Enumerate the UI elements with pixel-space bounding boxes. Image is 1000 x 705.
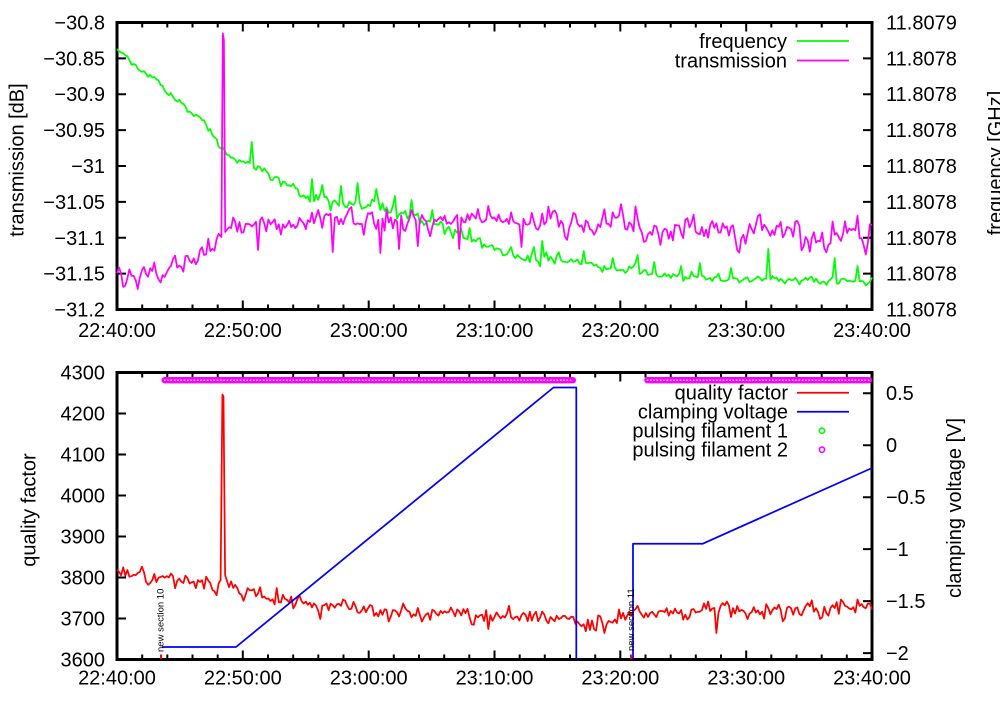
svg-text:3900: 3900 xyxy=(61,527,106,549)
svg-text:−31.05: −31.05 xyxy=(43,192,105,214)
svg-text:11.8078: 11.8078 xyxy=(886,48,957,70)
svg-text:−1.5: −1.5 xyxy=(886,591,925,613)
svg-text:23:00:00: 23:00:00 xyxy=(330,668,408,690)
svg-text:3600: 3600 xyxy=(61,650,106,672)
svg-text:11.8078: 11.8078 xyxy=(886,192,957,214)
svg-text:23:30:00: 23:30:00 xyxy=(707,668,785,690)
svg-text:−0.5: −0.5 xyxy=(886,487,925,509)
svg-text:23:00:00: 23:00:00 xyxy=(330,320,408,342)
svg-text:−31: −31 xyxy=(71,156,105,178)
svg-text:quality factor: quality factor xyxy=(675,383,789,405)
svg-text:−2: −2 xyxy=(886,643,909,665)
svg-text:pulsing filament 2: pulsing filament 2 xyxy=(632,440,788,462)
svg-text:23:20:00: 23:20:00 xyxy=(581,320,659,342)
svg-text:11.8079: 11.8079 xyxy=(886,13,957,35)
svg-text:22:50:00: 22:50:00 xyxy=(204,668,282,690)
svg-text:clamping voltage [V]: clamping voltage [V] xyxy=(944,418,966,598)
svg-text:22:40:00: 22:40:00 xyxy=(78,320,156,342)
svg-text:23:10:00: 23:10:00 xyxy=(456,320,534,342)
svg-text:0: 0 xyxy=(886,435,897,457)
svg-text:23:10:00: 23:10:00 xyxy=(456,668,534,690)
svg-text:pulsing filament 1: pulsing filament 1 xyxy=(632,421,788,443)
svg-text:4200: 4200 xyxy=(61,404,106,426)
svg-text:−31.15: −31.15 xyxy=(43,264,105,286)
svg-text:−30.8: −30.8 xyxy=(54,13,105,35)
svg-text:−31.2: −31.2 xyxy=(54,300,105,322)
svg-text:transmission [dB]: transmission [dB] xyxy=(6,83,28,236)
svg-text:3800: 3800 xyxy=(61,568,106,590)
svg-text:11.8078: 11.8078 xyxy=(886,156,957,178)
svg-text:4300: 4300 xyxy=(61,363,106,385)
svg-text:new section 11: new section 11 xyxy=(626,588,637,651)
svg-text:quality factor: quality factor xyxy=(18,453,40,567)
svg-text:23:40:00: 23:40:00 xyxy=(833,668,911,690)
svg-text:clamping voltage: clamping voltage xyxy=(638,402,788,424)
svg-text:0.5: 0.5 xyxy=(886,383,914,405)
svg-text:new section 10: new section 10 xyxy=(156,589,167,652)
svg-text:22:50:00: 22:50:00 xyxy=(204,320,282,342)
svg-text:−30.95: −30.95 xyxy=(43,120,105,142)
svg-text:frequency [GHz]: frequency [GHz] xyxy=(985,91,1000,236)
svg-text:23:20:00: 23:20:00 xyxy=(581,668,659,690)
svg-text:3700: 3700 xyxy=(61,609,106,631)
svg-text:−1: −1 xyxy=(886,539,909,561)
svg-text:frequency: frequency xyxy=(699,31,787,53)
svg-text:11.8078: 11.8078 xyxy=(886,228,957,250)
svg-text:22:40:00: 22:40:00 xyxy=(78,668,156,690)
svg-text:23:30:00: 23:30:00 xyxy=(707,320,785,342)
svg-text:11.8078: 11.8078 xyxy=(886,120,957,142)
svg-text:4000: 4000 xyxy=(61,486,106,508)
svg-text:−31.1: −31.1 xyxy=(54,228,105,250)
svg-text:transmission: transmission xyxy=(675,51,787,73)
svg-text:−30.9: −30.9 xyxy=(54,84,105,106)
svg-text:23:40:00: 23:40:00 xyxy=(833,320,911,342)
svg-text:11.8078: 11.8078 xyxy=(886,84,957,106)
svg-text:11.8078: 11.8078 xyxy=(886,264,957,286)
svg-text:11.8078: 11.8078 xyxy=(886,300,957,322)
svg-text:4100: 4100 xyxy=(61,445,106,467)
svg-text:−30.85: −30.85 xyxy=(43,48,105,70)
